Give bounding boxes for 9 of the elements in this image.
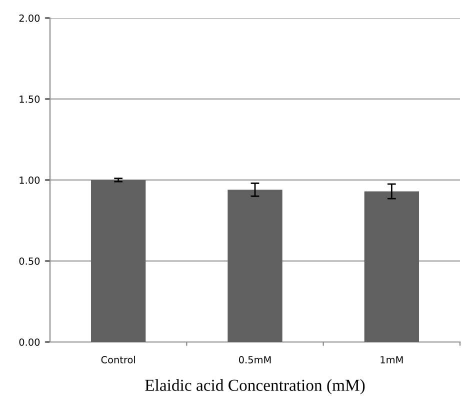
y-tick-label: 1.00 <box>20 176 40 184</box>
x-axis-title: Elaidic acid Concentration (mM) <box>145 379 365 394</box>
y-tick-label: 0.50 <box>19 257 40 265</box>
x-tick-label: 1mM <box>380 356 403 364</box>
x-tick-label: Control <box>101 356 135 364</box>
y-tick-label: 2.00 <box>19 14 40 22</box>
x-tick-label: 0.5mM <box>238 356 271 364</box>
y-tick-label: 0.00 <box>19 338 40 346</box>
y-tick-label: 1.50 <box>20 95 40 103</box>
